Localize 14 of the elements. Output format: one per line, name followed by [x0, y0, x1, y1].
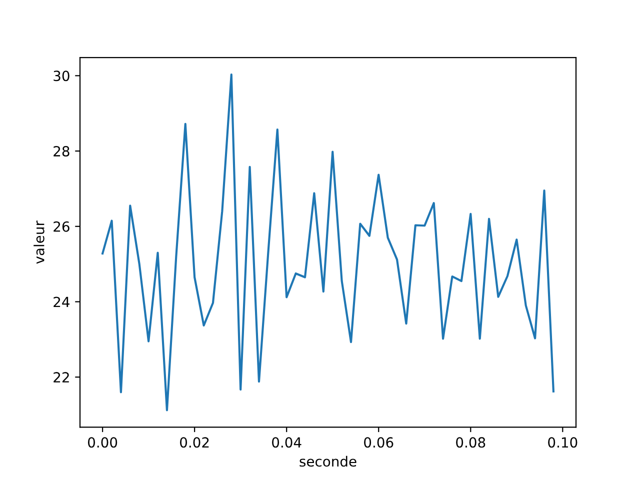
- x-tick-label: 0.02: [180, 437, 209, 448]
- y-tick-label: 30: [54, 70, 70, 82]
- x-tick-label: 0.00: [88, 437, 118, 448]
- x-tick-label: 0.08: [456, 437, 486, 448]
- line-series: [102, 74, 554, 412]
- y-tick-label: 24: [54, 296, 70, 308]
- y-tick-label: 28: [54, 146, 70, 157]
- y-axis-title: valeur: [34, 220, 44, 264]
- x-tick-label: 0.04: [272, 437, 302, 448]
- y-tick-label: 22: [54, 372, 69, 382]
- y-tick-label: 26: [54, 221, 70, 232]
- x-tick-label: 0.10: [548, 437, 578, 448]
- x-axis-title: seconde: [300, 456, 356, 467]
- x-tick-label: 0.06: [364, 437, 394, 448]
